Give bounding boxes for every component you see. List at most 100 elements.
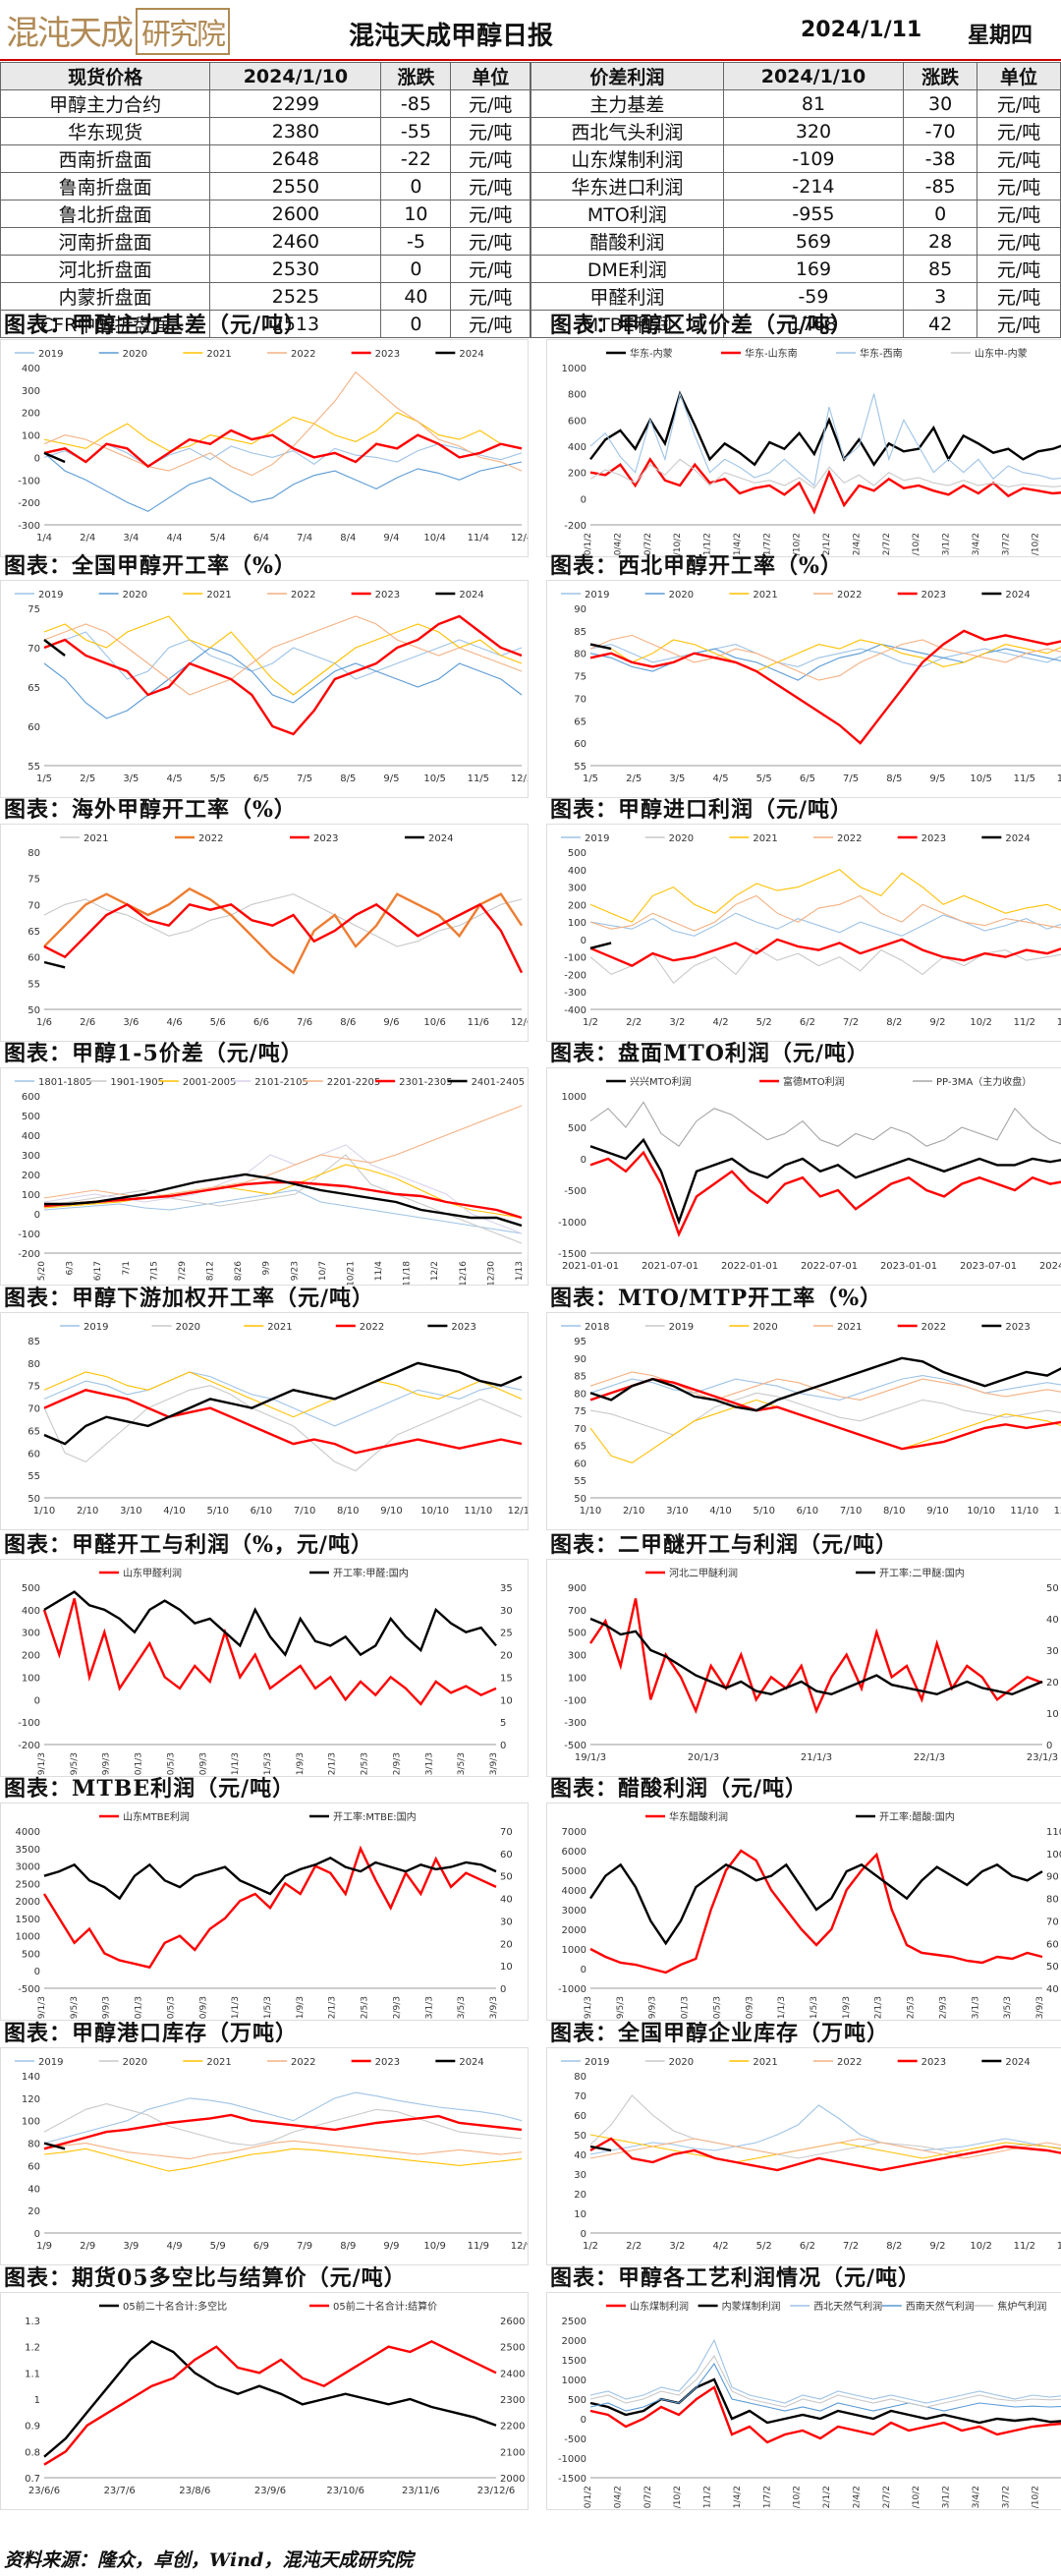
y-tick-label: 80	[574, 1389, 586, 1400]
table-header: 价差利润	[530, 62, 724, 90]
legend-label: 2024	[1005, 2057, 1030, 2068]
chart-title: 图表：期货05多空比与结算价（元/吨）	[4, 2265, 407, 2291]
x-tick-label: 5/5	[756, 773, 772, 784]
chart-svg: 华东-内蒙 华东-山东南 华东-西南 山东中-内蒙 1000 800 600 400 200 0 -…	[562, 347, 1061, 557]
x-tick-label: 12/16	[459, 1261, 469, 1286]
y-tick-label: -1500	[558, 1249, 586, 1260]
y-tick-label: 7000	[562, 1827, 586, 1838]
x-tick-label: 6/10	[797, 1506, 818, 1517]
company-logo: 混沌天成 研究院	[6, 6, 230, 55]
x-tick-label: 6/4	[253, 533, 269, 544]
x-tick-label: 22/1/3	[914, 1752, 945, 1763]
table-cell: 元/吨	[450, 255, 530, 283]
series-line	[589, 390, 1061, 467]
chart-panel: 兴兴MTO利润 富德MTO利润 PP-3MA（主力收盘） 1000 500 0 -500 -1…	[546, 1067, 1061, 1286]
y-tick-label: 1.1	[25, 2369, 40, 2379]
table-cell: -70	[903, 117, 978, 145]
chart-title: 图表：甲醇区域价差（元/吨）	[550, 313, 854, 338]
chart-title: 图表：MTO/MTP开工率（%）	[550, 1286, 883, 1311]
y-tick-label: 0	[34, 453, 40, 464]
y-tick-label: 80	[574, 2072, 586, 2083]
x-tick-label: 4/4	[166, 533, 182, 544]
legend-label: 2023	[375, 349, 400, 360]
chart-svg: 兴兴MTO利润 富德MTO利润 PP-3MA（主力收盘） 1000 500 0 -500 -1…	[558, 1075, 1061, 1272]
table-row: 华东现货 2380 -55 元/吨	[0, 117, 530, 145]
x-tick-label: 10/7	[318, 1261, 328, 1281]
legend-label: 2020	[669, 590, 694, 601]
legend-label: 2021	[837, 1322, 862, 1333]
legend-label: 2022	[360, 1322, 384, 1333]
x-tick-label: 20/9/3	[198, 1996, 208, 2021]
legend-label: 2019	[585, 833, 609, 844]
series-line	[589, 2138, 1061, 2159]
table-cell: 30	[903, 89, 978, 118]
table-row: CFR中国折盘面 2513 0 元/吨	[0, 310, 530, 338]
x-tick-label: 1/5	[583, 773, 598, 784]
x-tick-label: 22/9/3	[392, 1752, 402, 1777]
chart-title: 图表：海外甲醇开工率（%）	[4, 797, 297, 823]
y-tick-label: 10	[574, 2209, 586, 2220]
table-cell: 鲁南折盘面	[0, 172, 211, 200]
legend-label: 2021	[206, 2057, 231, 2068]
x-tick-label: 3/2	[669, 2241, 685, 2252]
x-tick-label: 21/7/2	[762, 2486, 772, 2510]
legend-label: 2022	[921, 1322, 946, 1333]
x-tick-label: 2/4	[80, 533, 95, 544]
table-row: 华东进口利润 -214 -85 元/吨	[530, 172, 1061, 200]
x-tick-label: 12/5	[511, 773, 529, 784]
x-tick-label: 12/5	[1057, 773, 1061, 784]
series-line	[43, 2147, 523, 2172]
y-tick-label: -100	[18, 476, 40, 487]
y-tick-label: -100	[18, 1718, 40, 1729]
chart-panel: 2019 2020 2021 2022 2023 2024 500 400 300 200 100 0…	[546, 824, 1061, 1042]
chart-title: 图表：甲醇下游加权开工率（元/吨）	[4, 1286, 375, 1311]
x-tick-label: 7/1	[122, 1261, 132, 1275]
legend-label: 华东-山东南	[745, 347, 798, 360]
y-tick-label: 500	[568, 1123, 586, 1134]
legend-label: 2001-2005	[183, 1077, 237, 1088]
chart-title: 图表：西北甲醇开工率（%）	[550, 553, 843, 579]
x-tick-label: 21/10/2	[793, 2486, 803, 2510]
chart-svg: 2019 2020 2021 2022 2023 85 80 75 70 65 60 55 501/10…	[28, 1322, 528, 1517]
x-tick-label: 23/1/3	[424, 1752, 434, 1777]
x-tick-label: 23/5/3	[457, 1752, 467, 1777]
x-tick-label: 2/10	[77, 1506, 98, 1517]
legend-label: 2023	[921, 590, 946, 601]
x-tick-label: 23/10/2	[1032, 2486, 1041, 2510]
table-row: 鲁南折盘面 2550 0 元/吨	[0, 172, 530, 200]
y-tick-label: 500	[568, 2395, 586, 2406]
x-tick-label: 12/2	[1057, 2241, 1061, 2252]
legend-label: 2023	[1005, 1322, 1030, 1333]
y-tick-label: 0.9	[25, 2422, 40, 2433]
x-tick-label: 19/9/3	[102, 1752, 112, 1777]
table-cell: 0	[380, 255, 452, 283]
x-tick-label: 7/5	[843, 773, 859, 784]
y-tick-label: -100	[564, 953, 586, 964]
x-tick-label: 9/23	[290, 1261, 300, 1281]
legend-label: 山东MTBE利润	[123, 1810, 190, 1823]
table-cell: 元/吨	[450, 144, 530, 173]
x-tick-label: 4/6	[166, 1017, 182, 1028]
legend-label: 华东-西南	[860, 347, 903, 360]
legend-label: 2023	[451, 1322, 475, 1333]
y-tick-label: -500	[564, 1186, 586, 1197]
chart-panel: 2019 2020 2021 2022 2023 2024 90 85 80 75 70 65 60 55…	[546, 580, 1061, 798]
series-line	[589, 639, 1061, 672]
x-tick-label: 22/4/2	[852, 2486, 862, 2510]
x-tick-label: 6/2	[800, 1017, 815, 1028]
x-tick-label: 6/5	[253, 773, 269, 784]
data-source-footer: 资料来源：隆众，卓创，Wind，混沌天成研究院	[4, 2549, 414, 2571]
table-cell: 河南折盘面	[0, 227, 211, 256]
table-cell: 2380	[209, 117, 382, 145]
series-line	[589, 894, 1061, 932]
chart-title: 图表：甲醇进口利润（元/吨）	[550, 797, 854, 823]
series-line	[589, 912, 1061, 937]
x-tick-label: 8/4	[340, 533, 356, 544]
y2-tick-label: 70	[500, 1827, 513, 1838]
table-cell: 元/吨	[977, 117, 1061, 145]
y-tick-label: 400	[22, 1606, 40, 1617]
table-header: 现货价格	[0, 62, 211, 90]
y-tick-label: 500	[568, 1629, 586, 1639]
x-tick-label: 21/1/2	[703, 533, 713, 557]
y-tick-label: 70	[574, 2091, 586, 2102]
